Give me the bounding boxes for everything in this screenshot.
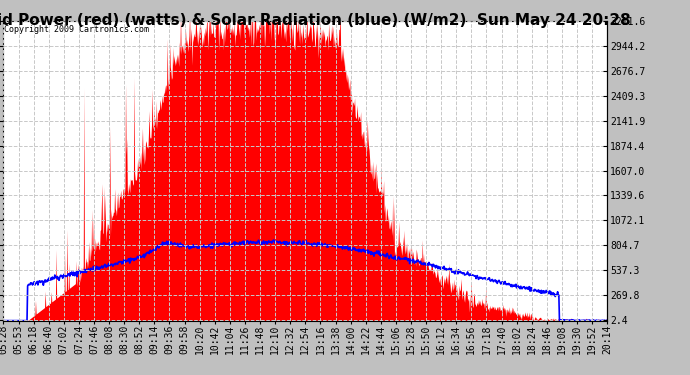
Text: Copyright 2009 Cartronics.com: Copyright 2009 Cartronics.com (4, 25, 149, 34)
Text: Grid Power (red) (watts) & Solar Radiation (blue) (W/m2)  Sun May 24 20:28: Grid Power (red) (watts) & Solar Radiati… (0, 13, 631, 28)
